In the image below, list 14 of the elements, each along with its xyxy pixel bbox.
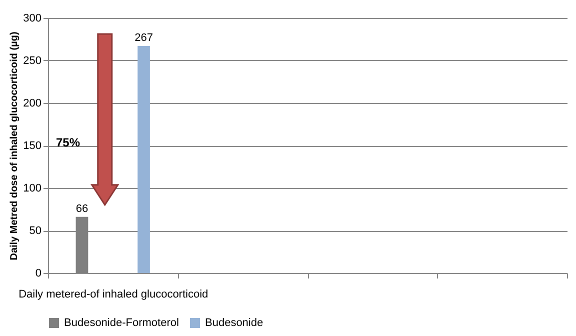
y-tick-label: 200 (23, 98, 42, 110)
y-tick-label: 50 (29, 225, 42, 237)
data-label: 66 (76, 202, 88, 215)
y-tick-label: 100 (23, 182, 42, 194)
y-tick-label: 300 (23, 12, 42, 24)
data-label: 267 (134, 32, 153, 44)
legend-label: Budesonide (205, 317, 264, 329)
y-axis-title: Daily Metred dose of inhaled glucocorticoid (µg) (9, 32, 20, 260)
y-tick-label: 150 (23, 140, 42, 152)
y-tick-label: 250 (23, 55, 42, 67)
legend-label: Budesonide-Formoterol (64, 317, 179, 329)
annotation: 75% (56, 135, 80, 150)
x-tick-label: Daily metered-of inhaled glucocorticoid (18, 288, 208, 300)
y-tick-label: 0 (35, 268, 42, 280)
